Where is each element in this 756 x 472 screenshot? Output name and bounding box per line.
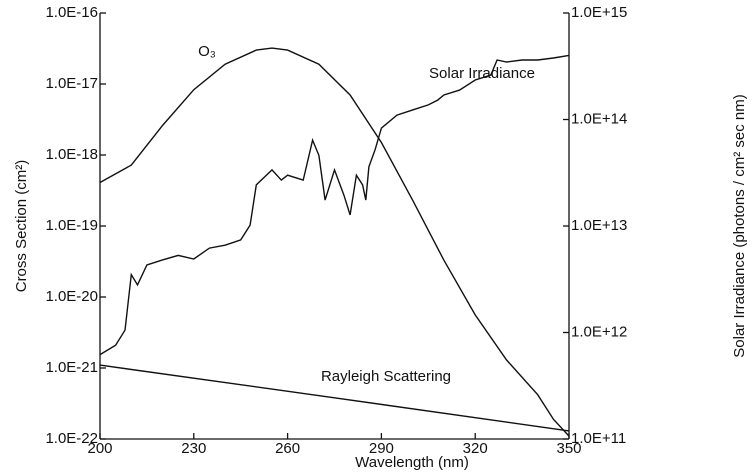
y2-tick-label: 1.0E+14 (571, 110, 627, 127)
x-tick-label: 290 (369, 440, 394, 457)
x-tick-label: 200 (87, 440, 112, 457)
series-line (99, 54, 570, 356)
series-label: Rayleigh Scattering (321, 368, 451, 385)
y-tick-label: 1.0E-20 (45, 288, 98, 305)
y-tick-label: 1.0E-21 (45, 359, 98, 376)
y2-tick-label: 1.0E+15 (571, 4, 627, 21)
x-tick-label: 350 (556, 440, 581, 457)
y2-tick-label: 1.0E+12 (571, 323, 627, 340)
y2-tick-label: 1.0E+11 (571, 430, 626, 447)
series-line (99, 364, 570, 432)
y-axis-title: Cross Section (cm²) (13, 160, 30, 293)
y2-tick-label: 1.0E+13 (571, 217, 627, 234)
x-tick-label: 320 (463, 440, 488, 457)
y2-axis-title: Solar Irradiance (photons / cm² sec nm) (731, 94, 748, 357)
y-tick-label: 1.0E-18 (45, 146, 98, 163)
series-label: O₃ (198, 43, 216, 60)
y-tick-label: 1.0E-17 (45, 75, 98, 92)
x-tick-label: 230 (181, 440, 206, 457)
y-tick-label: 1.0E-22 (45, 430, 98, 447)
x-axis-title: Wavelength (nm) (355, 454, 469, 471)
y-tick-label: 1.0E-16 (45, 4, 98, 21)
y-tick-label: 1.0E-19 (45, 217, 98, 234)
series-label: Solar Irradiance (429, 65, 535, 82)
x-tick-label: 260 (275, 440, 300, 457)
series-line (99, 47, 570, 437)
